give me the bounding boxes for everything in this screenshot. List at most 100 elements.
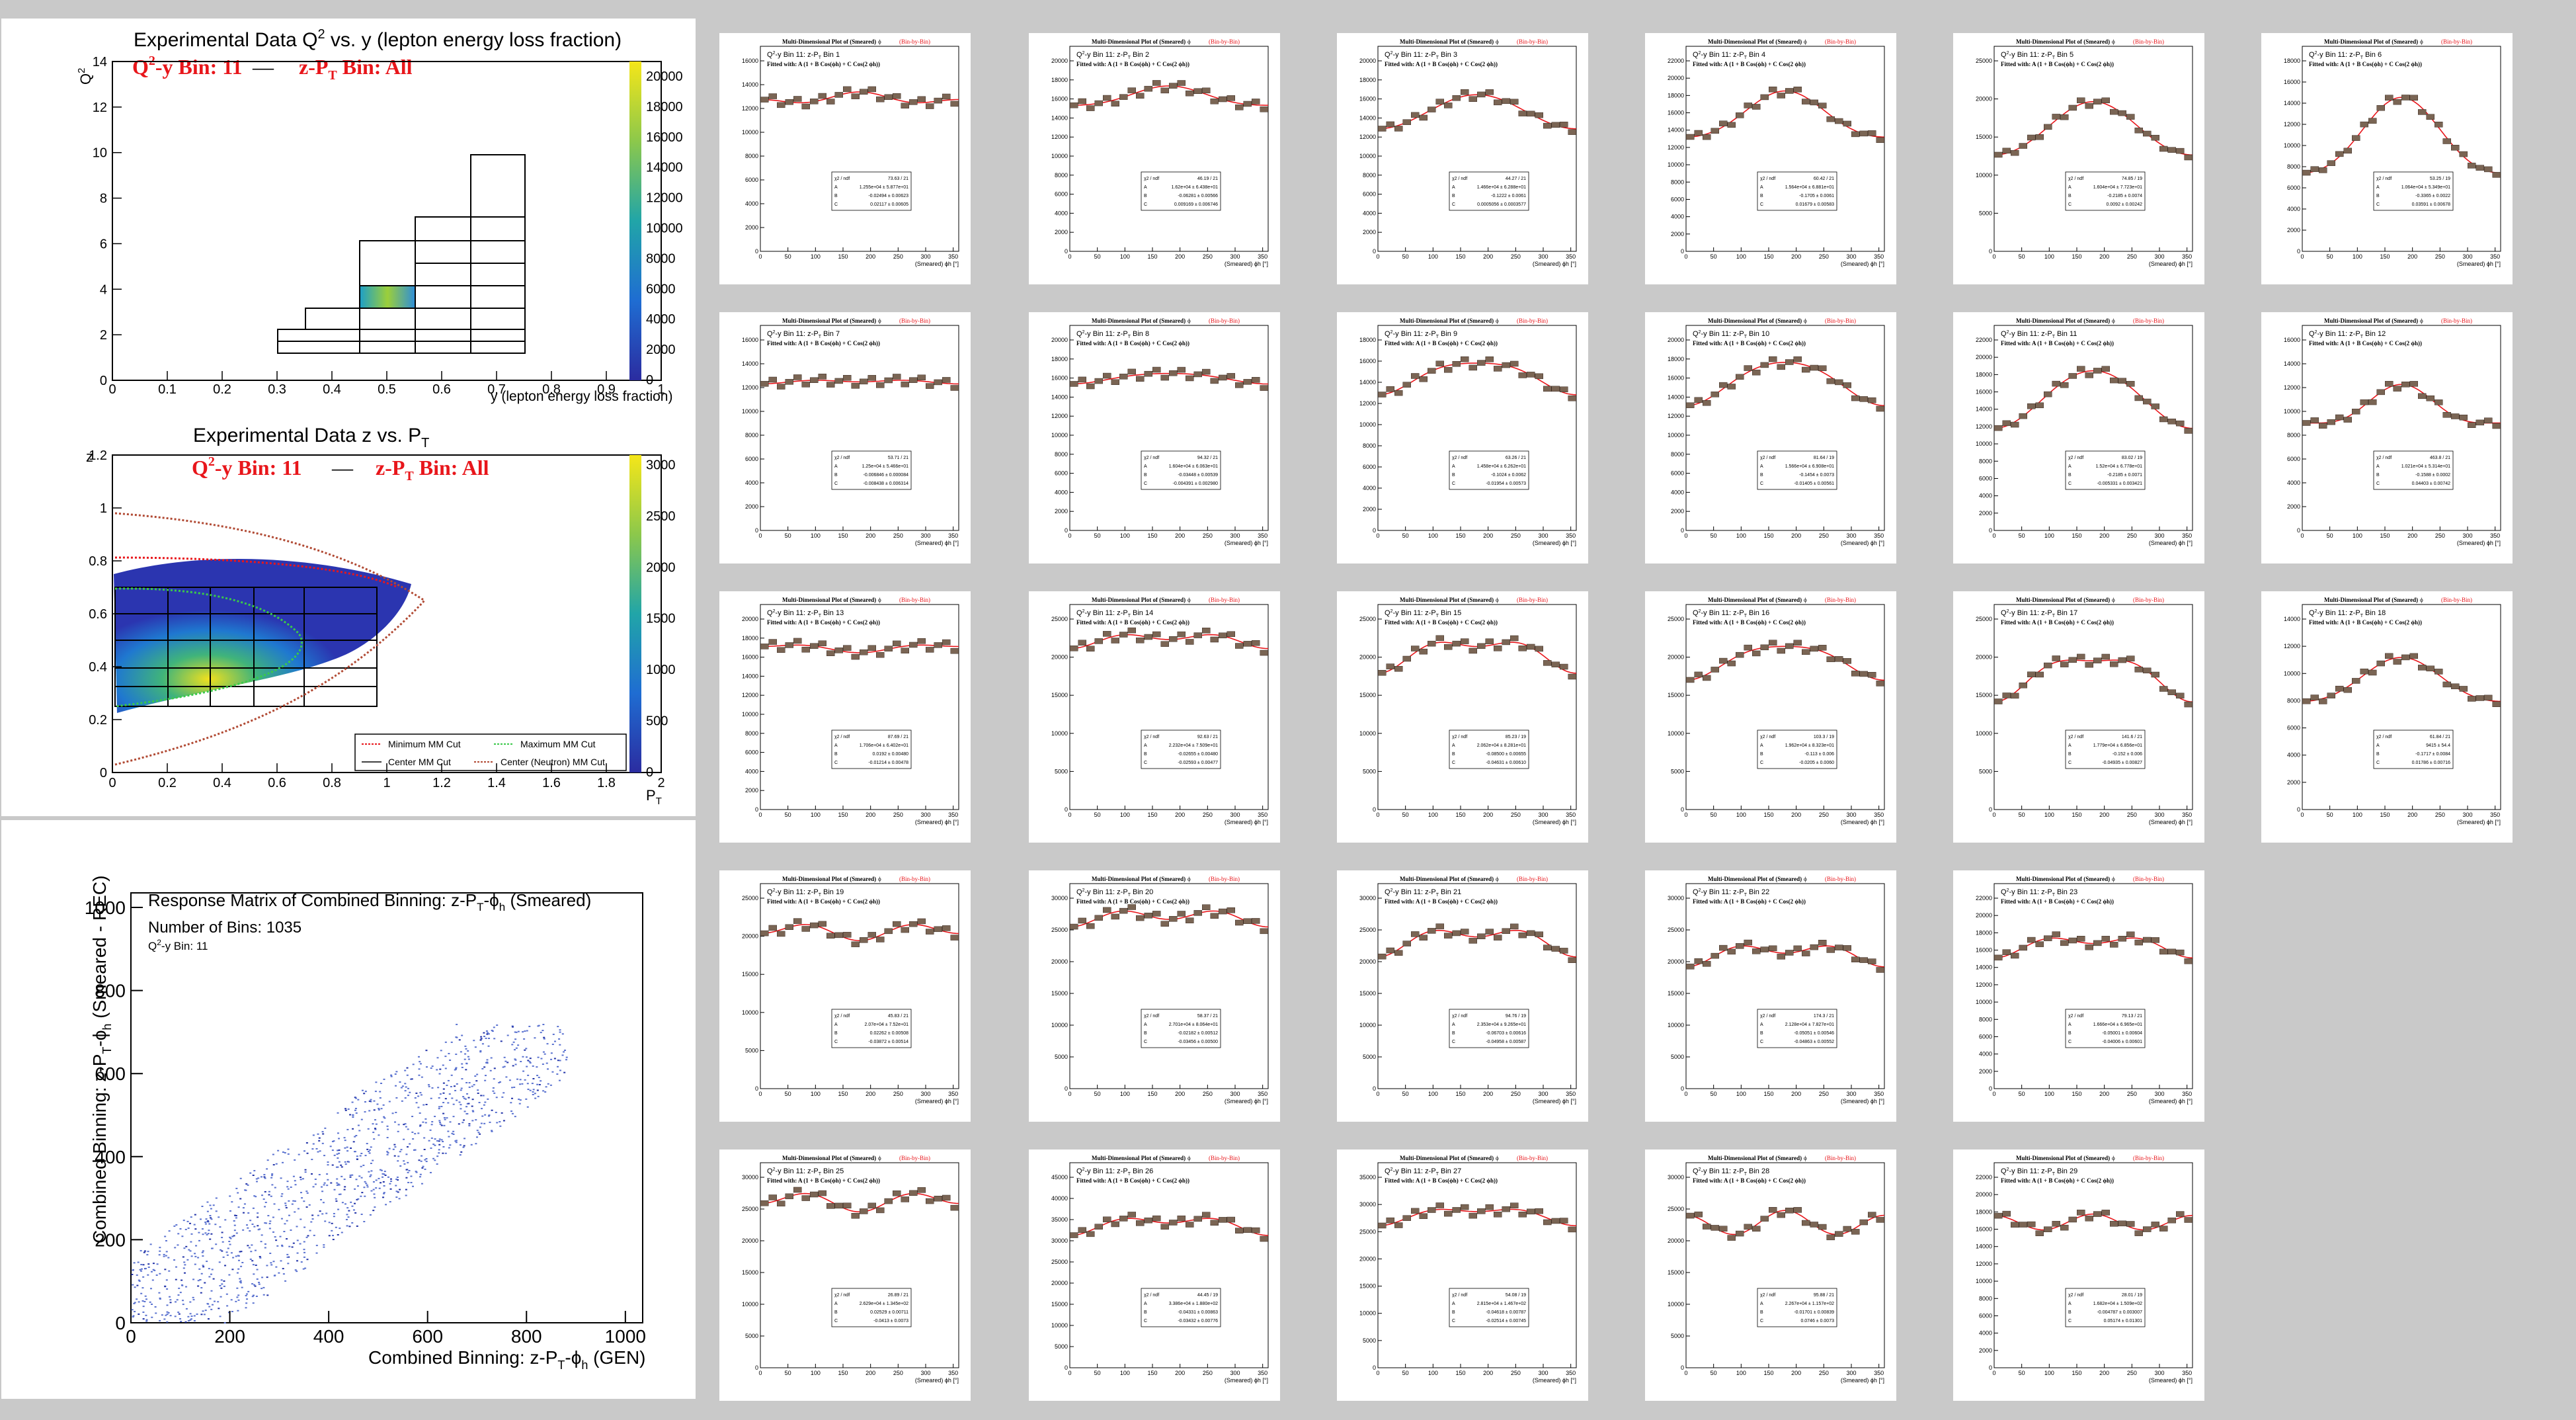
fit-plot-ytick-label: 16000: [1976, 947, 1992, 954]
resp-point: [524, 1030, 526, 1032]
resp-point: [425, 1104, 428, 1106]
resp-point: [468, 1125, 471, 1127]
resp-point: [524, 1079, 526, 1081]
resp-point: [239, 1282, 242, 1284]
fit-plot-stat-value: 174.3 / 21: [1814, 1014, 1834, 1019]
fit-plot-data-point: [1144, 912, 1152, 919]
fit-plot-data-point: [2343, 147, 2352, 154]
resp-point: [458, 1123, 460, 1125]
fit-plot-stat-name: A: [1760, 1023, 1763, 1027]
resp-point: [278, 1208, 280, 1210]
resp-point: [315, 1252, 318, 1254]
resp-point: [294, 1269, 297, 1271]
resp-point: [545, 1086, 547, 1088]
fit-plot-data-point: [1851, 671, 1860, 677]
resp-point: [459, 1154, 462, 1156]
fit-plot-ytick-label: 22000: [1976, 1174, 1992, 1181]
resp-point: [184, 1228, 187, 1230]
fit-plot-stat-value: 81.64 / 19: [1814, 456, 1834, 460]
resp-point: [428, 1140, 430, 1142]
fit-plot-ytick-label: 14000: [2284, 616, 2300, 622]
resp-point: [408, 1169, 411, 1171]
resp-point: [432, 1157, 435, 1159]
resp-point: [430, 1097, 432, 1099]
fit-plot-data-point: [1452, 360, 1461, 367]
resp-point: [511, 1025, 514, 1027]
fit-plot-frame: [1069, 604, 1269, 810]
resp-point: [559, 1031, 561, 1033]
resp-point: [331, 1149, 334, 1151]
fit-plot-svg: Multi-Dimensional Plot of (Smeared) ϕ (Bin…: [1668, 1155, 1885, 1384]
fit-plot-stat-value: 1.021e+04 ± 5.314e+01: [2401, 464, 2450, 469]
fit-plot-ytick-label: 10000: [1668, 1022, 1684, 1028]
fit-plot-stat-value: 1.566e+04 ± 6.908e+01: [1785, 464, 1834, 469]
resp-point: [364, 1091, 367, 1093]
resp-point: [240, 1251, 243, 1253]
fit-plot-ytick-label: 6000: [745, 456, 758, 462]
resp-point: [229, 1210, 231, 1212]
resp-point: [344, 1147, 346, 1149]
fit-plot-stat-name: C: [1144, 761, 1147, 765]
resp-point: [231, 1201, 233, 1203]
fit-plot-data-point: [785, 924, 793, 930]
resp-point: [547, 1083, 549, 1085]
fit-plot-data-point: [2435, 669, 2443, 675]
fit-plot-data-point: [1094, 378, 1103, 384]
resp-point: [312, 1134, 315, 1136]
resp-point: [460, 1104, 462, 1106]
resp-point: [273, 1203, 276, 1205]
fit-plot-header: Multi-Dimensional Plot of (Smeared): [782, 597, 876, 603]
fit-plot-svg: Multi-Dimensional Plot of (Smeared) ϕ (Bin…: [1976, 597, 2193, 825]
fit-plot-data-point: [1136, 915, 1145, 921]
q2y-ztick-label: 10000: [646, 221, 683, 235]
fit-plot-header-phi: ϕ: [2112, 1155, 2115, 1161]
fit-plot-ytick-label: 10000: [1051, 1322, 1068, 1329]
fit-plot-ytick-label: 30000: [1668, 1174, 1684, 1181]
fit-plot-data-point: [2385, 381, 2394, 387]
q2y-bin-grid: [277, 154, 526, 354]
resp-point: [324, 1127, 327, 1129]
fit-plot-data-point: [2101, 653, 2110, 660]
fit-plot-data-point: [1078, 98, 1086, 104]
fit-plot-data-point: [2184, 958, 2193, 964]
fit-plot-svg: Multi-Dimensional Plot of (Smeared) ϕ (Bin…: [1976, 38, 2193, 267]
resp-point: [563, 1071, 566, 1073]
resp-point: [531, 1083, 534, 1085]
fit-plot-xtick-label: 250: [1511, 1091, 1521, 1097]
resp-point: [164, 1235, 167, 1237]
zpt-legend-min: Minimum MM Cut: [388, 739, 461, 749]
fit-plot-title: Q2-y Bin 11: z-PT Bin 19: [767, 888, 844, 898]
resp-point: [479, 1126, 481, 1128]
fit-plot-ytick-label: 15000: [1976, 692, 1992, 698]
resp-point: [211, 1304, 214, 1306]
fit-plot-ytick-label: 8000: [1979, 1016, 1992, 1023]
resp-point: [182, 1220, 185, 1222]
fit-plot-header: Multi-Dimensional Plot of (Smeared): [782, 876, 876, 882]
fit-plot-xtick-label: 150: [1147, 1091, 1157, 1097]
resp-point: [411, 1078, 413, 1080]
fit-plot-data-point: [1260, 1235, 1268, 1242]
fit-plot-data-point: [1510, 923, 1519, 930]
resp-point: [223, 1285, 225, 1287]
resp-point: [257, 1216, 259, 1218]
resp-point: [142, 1312, 145, 1314]
resp-point: [254, 1249, 257, 1251]
resp-point: [403, 1160, 405, 1162]
resp-point: [321, 1142, 324, 1144]
fit-plot-header-bin-by-bin: (Bin-by-Bin): [2441, 597, 2472, 603]
resp-point: [395, 1190, 398, 1192]
resp-point: [356, 1225, 358, 1227]
resp-point: [300, 1218, 302, 1220]
fit-plot-stats-box: [2065, 171, 2146, 211]
resp-point: [436, 1057, 439, 1059]
resp-point: [221, 1250, 223, 1252]
resp-point: [401, 1100, 403, 1102]
resp-point: [486, 1033, 489, 1035]
fit-plot-stat-value: -0.2185 ± 0.0071: [2107, 473, 2142, 478]
resp-point: [464, 1098, 467, 1100]
resp-point: [389, 1178, 392, 1180]
resp-point: [144, 1295, 147, 1297]
resp-point: [346, 1225, 348, 1227]
resp-point: [372, 1159, 374, 1161]
resp-point: [404, 1069, 407, 1071]
